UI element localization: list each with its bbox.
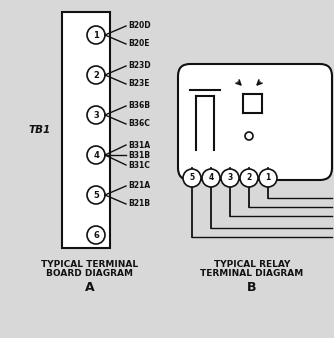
Text: TERMINAL DIAGRAM: TERMINAL DIAGRAM xyxy=(200,269,304,278)
Circle shape xyxy=(87,186,105,204)
Text: 5: 5 xyxy=(93,191,99,199)
Text: B31B: B31B xyxy=(128,150,150,160)
Circle shape xyxy=(87,226,105,244)
Text: B21A: B21A xyxy=(128,182,150,191)
Text: B36B: B36B xyxy=(128,101,150,111)
Circle shape xyxy=(87,146,105,164)
Text: B21B: B21B xyxy=(128,199,150,209)
Text: 4: 4 xyxy=(208,173,214,183)
Text: B: B xyxy=(247,281,257,294)
Text: 6: 6 xyxy=(93,231,99,240)
Text: BOARD DIAGRAM: BOARD DIAGRAM xyxy=(46,269,134,278)
Circle shape xyxy=(202,169,220,187)
Circle shape xyxy=(87,26,105,44)
Circle shape xyxy=(240,169,258,187)
Bar xyxy=(62,12,110,248)
Circle shape xyxy=(245,132,253,140)
Text: TB1: TB1 xyxy=(29,125,51,135)
Text: 3: 3 xyxy=(227,173,232,183)
Text: 5: 5 xyxy=(189,173,195,183)
Text: B20D: B20D xyxy=(128,22,151,30)
Text: 1: 1 xyxy=(93,30,99,40)
Circle shape xyxy=(87,106,105,124)
Text: B31C: B31C xyxy=(128,161,150,169)
FancyBboxPatch shape xyxy=(178,64,332,180)
Text: B23E: B23E xyxy=(128,79,150,89)
Text: B23D: B23D xyxy=(128,62,151,71)
Circle shape xyxy=(183,169,201,187)
Text: 3: 3 xyxy=(93,111,99,120)
Text: 4: 4 xyxy=(93,150,99,160)
Text: A: A xyxy=(85,281,95,294)
Text: TYPICAL TERMINAL: TYPICAL TERMINAL xyxy=(41,260,139,269)
Text: 2: 2 xyxy=(246,173,252,183)
Text: B31A: B31A xyxy=(128,141,150,149)
Text: 1: 1 xyxy=(266,173,271,183)
Text: 2: 2 xyxy=(93,71,99,79)
Circle shape xyxy=(221,169,239,187)
Text: B36C: B36C xyxy=(128,120,150,128)
Circle shape xyxy=(87,66,105,84)
Text: B20E: B20E xyxy=(128,40,150,48)
Circle shape xyxy=(259,169,277,187)
Text: TYPICAL RELAY: TYPICAL RELAY xyxy=(214,260,290,269)
